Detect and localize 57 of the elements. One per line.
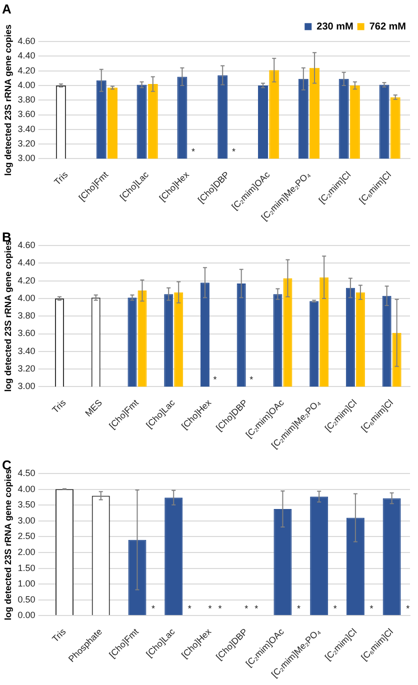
y-tick-label: 3.40 xyxy=(18,124,36,134)
bar xyxy=(164,498,183,616)
y-tick-label: 0.50 xyxy=(18,594,36,604)
y-tick-label: 4.40 xyxy=(18,258,36,268)
y-tick-label: 1.00 xyxy=(18,578,36,589)
annotation: * xyxy=(151,604,156,614)
annotation: * xyxy=(208,604,212,614)
annotation: * xyxy=(232,146,236,157)
bar xyxy=(128,540,146,616)
y-tick-label: 3.80 xyxy=(18,310,36,321)
annotation: * xyxy=(370,604,374,614)
y-tick-label: 4.60 xyxy=(18,240,36,250)
chart-title: A xyxy=(2,1,12,16)
y-tick-label: 4.60 xyxy=(18,36,36,46)
bar xyxy=(382,498,401,616)
annotation: * xyxy=(250,374,254,385)
legend-label: 762 mM xyxy=(369,21,406,32)
y-tick-label: 3.00 xyxy=(18,381,36,392)
y-tick-label: 3.20 xyxy=(18,363,36,374)
y-tick-label: 3.20 xyxy=(18,138,36,148)
y-tick-label: 3.60 xyxy=(18,328,36,338)
y-tick-label: 3.00 xyxy=(18,153,36,164)
bar xyxy=(346,518,364,616)
y-tick-label: 2.00 xyxy=(18,546,36,557)
x-tick-label: Tris xyxy=(52,169,70,188)
annotation: * xyxy=(333,604,338,614)
y-tick-label: 4.00 xyxy=(18,292,36,303)
y-tick-label: 3.50 xyxy=(18,500,36,510)
annotation: * xyxy=(296,604,301,614)
y-tick-label: 3.60 xyxy=(18,109,36,120)
y-tick-label: 4.40 xyxy=(18,50,36,61)
legend-label: 230 mM xyxy=(316,21,354,32)
y-tick-label: 1.50 xyxy=(18,562,36,573)
x-tick-label: Tris xyxy=(50,397,68,416)
y-axis-title: log detected 23S rRNA gene copies xyxy=(2,469,13,620)
annotation: * xyxy=(188,604,192,614)
y-tick-label: 4.20 xyxy=(18,275,36,286)
bar xyxy=(274,508,292,616)
annotation: * xyxy=(254,604,259,614)
annotation: * xyxy=(406,604,410,614)
x-tick-label: Tris xyxy=(50,626,68,644)
annotation: * xyxy=(192,146,196,157)
y-tick-label: 0.00 xyxy=(18,610,36,620)
bar xyxy=(310,496,328,616)
y-tick-label: 3.80 xyxy=(18,94,36,105)
y-tick-label: 3.00 xyxy=(18,515,36,526)
y-axis-title: log detected 23S rRNA gene copies xyxy=(2,24,13,176)
y-tick-label: 3.40 xyxy=(18,346,36,356)
annotation: * xyxy=(244,604,249,614)
y-tick-label: 4.00 xyxy=(18,80,36,90)
annotation: * xyxy=(218,604,222,614)
y-tick-label: 4.20 xyxy=(18,65,36,76)
annotation: * xyxy=(213,374,218,385)
y-axis-title: log detected 23S rRNA gene copies xyxy=(2,240,13,392)
y-tick-label: 2.50 xyxy=(18,531,36,542)
y-tick-label: 4.50 xyxy=(18,468,36,478)
y-tick-label: 4.00 xyxy=(18,484,36,494)
